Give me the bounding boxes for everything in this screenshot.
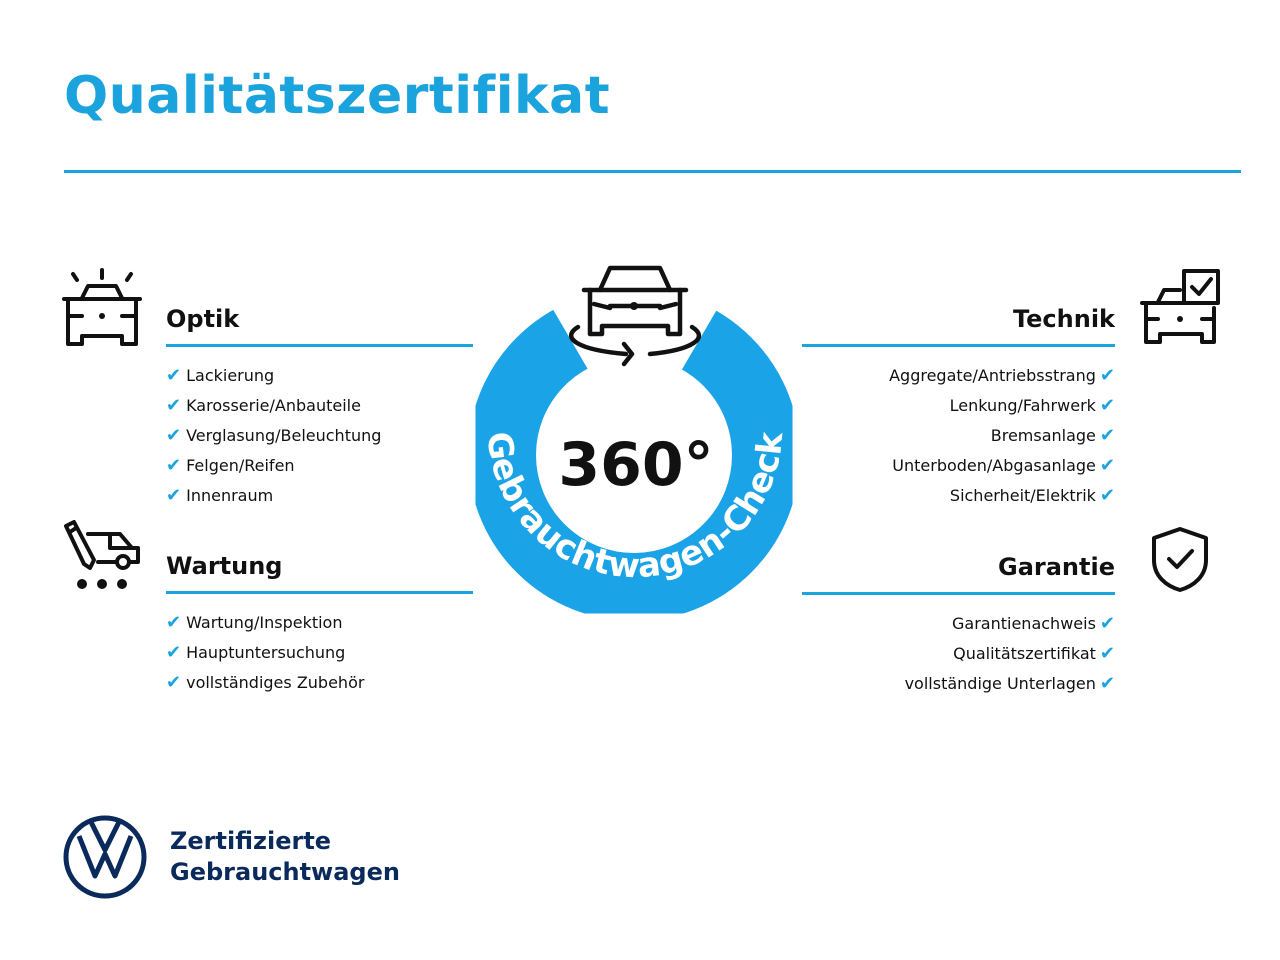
checklist-item: ✔ Karosserie/Anbauteile (166, 391, 473, 421)
checklist-item: ✔ Lackierung (166, 361, 473, 391)
check-icon: ✔ (166, 425, 182, 446)
check-icon: ✔ (1099, 643, 1115, 664)
checklist-item-label: Aggregate/Antriebsstrang (889, 366, 1096, 385)
section-heading: Wartung (166, 552, 283, 580)
checklist-item: Qualitätszertifikat ✔ (802, 639, 1115, 669)
checklist-item: Aggregate/Antriebsstrang ✔ (802, 361, 1115, 391)
check-icon: ✔ (166, 612, 182, 633)
section-optik: Optik ✔ Lackierung ✔ Karosserie/Anbauteile ✔… (166, 302, 473, 511)
check-icon: ✔ (166, 395, 182, 416)
section-wartung: Wartung ✔ Wartung/Inspektion ✔ Hauptuntersu… (166, 549, 473, 698)
vw-logo (63, 815, 147, 899)
checklist-item-label: Verglasung/Beleuchtung (186, 426, 382, 445)
checklist-item-label: Sicherheit/Elektrik (949, 486, 1096, 505)
check-icon: ✔ (166, 365, 182, 386)
section-divider (802, 344, 1115, 347)
section-heading: Optik (166, 305, 240, 333)
gebrauchtwagen-check-badge: Gebrauchtwagen-Check 360° (468, 265, 800, 621)
checklist-item: Unterboden/Abgasanlage ✔ (802, 451, 1115, 481)
check-icon: ✔ (1099, 365, 1115, 386)
checklist-item: ✔ Hauptuntersuchung (166, 638, 473, 668)
service-checklist-icon (64, 520, 140, 589)
checklist-item: ✔ Felgen/Reifen (166, 451, 473, 481)
checklist-item-label: Lackierung (186, 366, 275, 385)
check-icon: ✔ (166, 485, 182, 506)
section-divider (166, 344, 473, 347)
title-divider (64, 170, 1241, 173)
checklist-item-label: Karosserie/Anbauteile (186, 396, 361, 415)
checklist-item: ✔ vollständiges Zubehör (166, 668, 473, 698)
car-checkbox-icon (1140, 269, 1220, 344)
badge-ring (468, 289, 800, 621)
page-title: Qualitätszertifikat (64, 66, 611, 126)
check-icon: ✔ (1099, 613, 1115, 634)
section-heading: Technik (1012, 305, 1115, 333)
check-icon: ✔ (1099, 395, 1115, 416)
check-icon: ✔ (1099, 485, 1115, 506)
section-technik: Technik Aggregate/Antriebsstrang ✔ Lenkung… (802, 302, 1115, 511)
brand-line-2: Gebrauchtwagen (170, 858, 400, 886)
check-icon: ✔ (1099, 673, 1115, 694)
checklist-item: Garantienachweis ✔ (802, 609, 1115, 639)
checklist-item-label: Hauptuntersuchung (186, 643, 346, 662)
checklist-item-label: Qualitätszertifikat (953, 644, 1096, 663)
checklist-item-label: Innenraum (186, 486, 274, 505)
car-rotate-icon (569, 265, 702, 367)
checklist-item-label: Felgen/Reifen (186, 456, 295, 475)
checklist-item: vollständige Unterlagen ✔ (802, 669, 1115, 699)
checklist-item-label: Bremsanlage (990, 426, 1096, 445)
checklist-item-label: Garantienachweis (952, 614, 1096, 633)
check-icon: ✔ (166, 642, 182, 663)
check-icon: ✔ (1099, 425, 1115, 446)
car-lights-icon (62, 268, 142, 346)
checklist-item: Sicherheit/Elektrik ✔ (802, 481, 1115, 511)
brand-text: Zertifizierte Gebrauchtwagen (170, 826, 400, 888)
checklist-item: ✔ Verglasung/Beleuchtung (166, 421, 473, 451)
checklist-item-label: vollständiges Zubehör (186, 673, 365, 692)
degree-value: 360° (558, 430, 713, 500)
checklist-item: Bremsanlage ✔ (802, 421, 1115, 451)
shield-check-icon (1152, 527, 1208, 592)
checklist-item-label: Lenkung/Fahrwerk (949, 396, 1096, 415)
checklist-item: ✔ Wartung/Inspektion (166, 608, 473, 638)
checklist-item-label: Unterboden/Abgasanlage (892, 456, 1096, 475)
check-icon: ✔ (166, 455, 182, 476)
check-icon: ✔ (1099, 455, 1115, 476)
section-divider (166, 591, 473, 594)
section-heading: Garantie (998, 553, 1115, 581)
checklist-item: ✔ Innenraum (166, 481, 473, 511)
checklist-item: Lenkung/Fahrwerk ✔ (802, 391, 1115, 421)
check-icon: ✔ (166, 672, 182, 693)
checklist-item-label: vollständige Unterlagen (904, 674, 1096, 693)
section-divider (802, 592, 1115, 595)
checklist-item-label: Wartung/Inspektion (186, 613, 343, 632)
brand-line-1: Zertifizierte (170, 827, 332, 855)
section-garantie: Garantie Garantienachweis ✔ Qualitätszerti… (802, 550, 1115, 699)
